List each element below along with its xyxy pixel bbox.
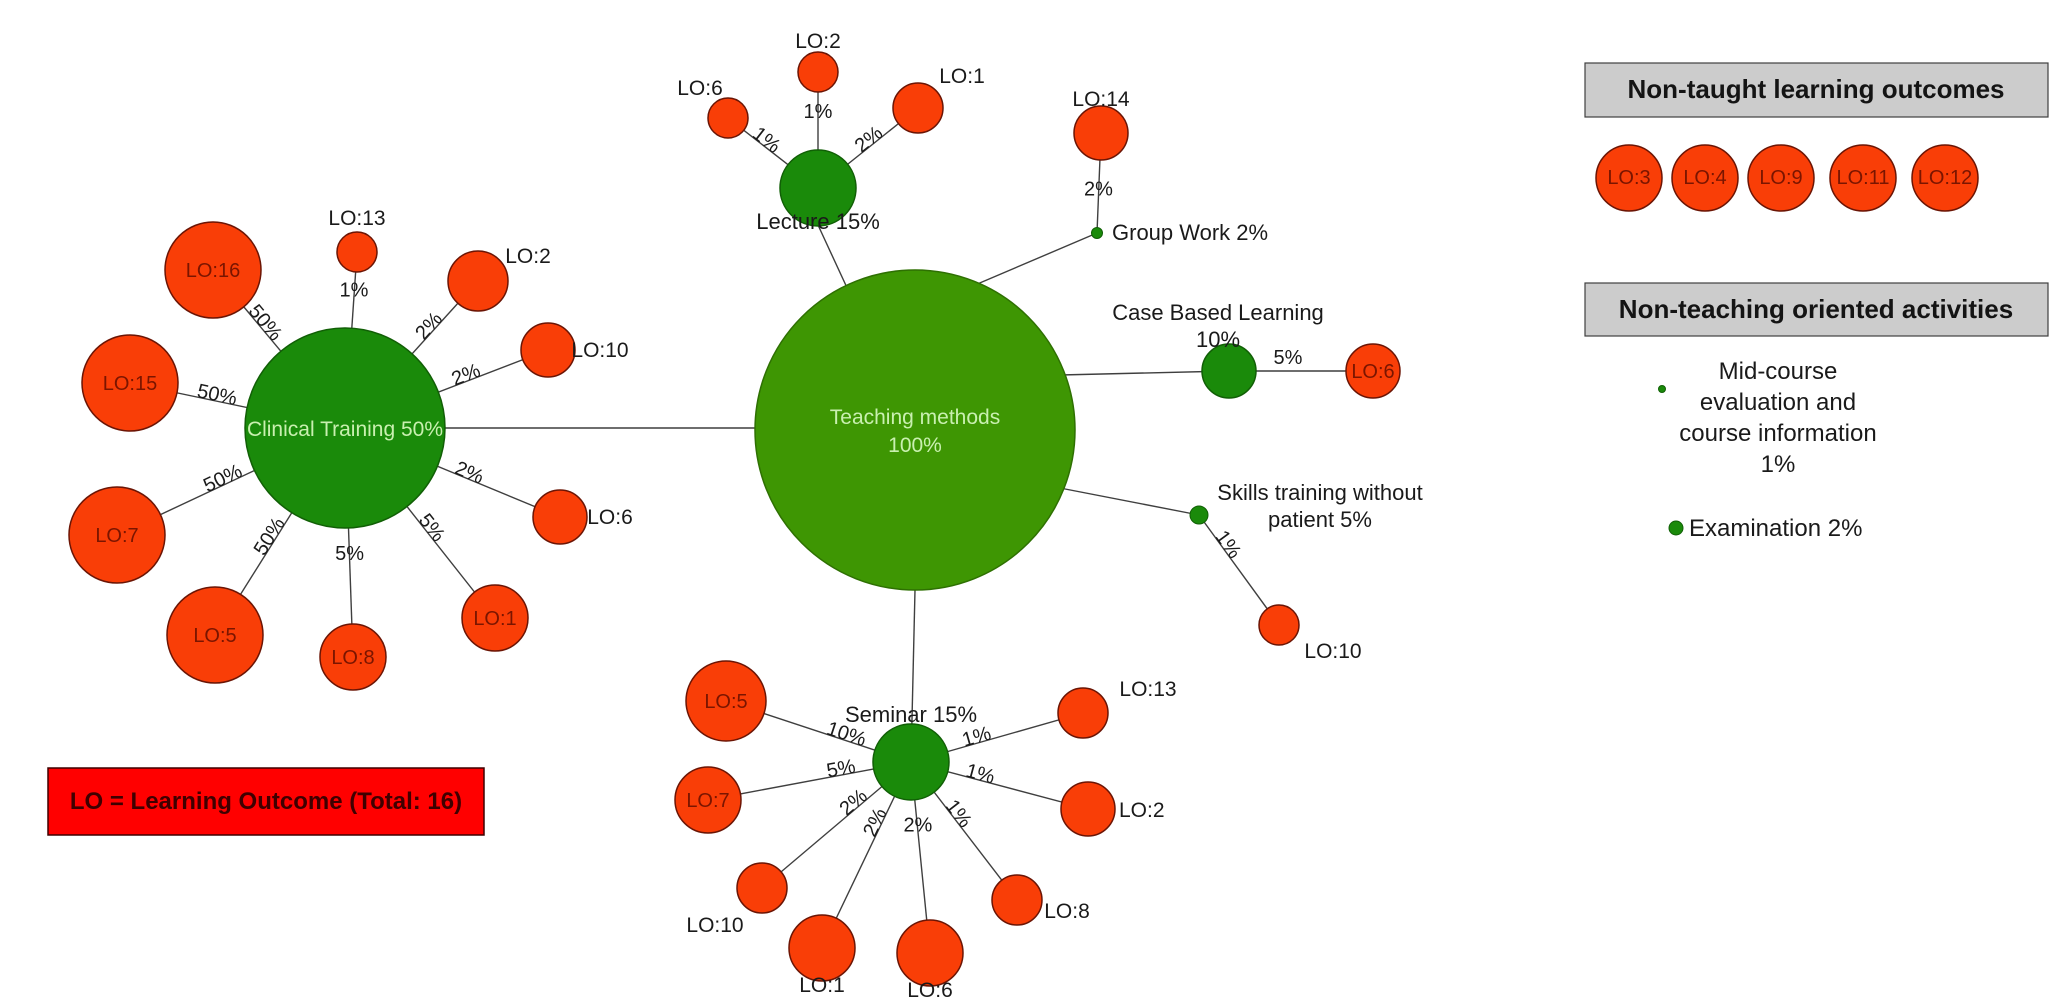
svg-text:5%: 5% [335, 543, 364, 565]
svg-text:LO:6: LO:6 [1351, 361, 1394, 383]
svg-text:2%: 2% [851, 122, 887, 157]
svg-text:100%: 100% [888, 434, 942, 457]
svg-text:LO:13: LO:13 [328, 207, 385, 230]
svg-text:2%: 2% [411, 308, 447, 344]
svg-text:LO:8: LO:8 [331, 647, 374, 669]
svg-text:50%: 50% [250, 514, 290, 560]
svg-text:LO:16: LO:16 [186, 260, 240, 282]
svg-text:Case Based Learning: Case Based Learning [1112, 300, 1324, 325]
svg-text:1%: 1% [748, 123, 784, 158]
svg-text:LO:1: LO:1 [473, 608, 516, 630]
svg-text:LO:7: LO:7 [686, 790, 729, 812]
svg-text:LO:1: LO:1 [939, 65, 985, 88]
svg-text:1%: 1% [1211, 527, 1246, 563]
svg-text:Group Work 2%: Group Work 2% [1112, 220, 1268, 245]
svg-text:LO:10: LO:10 [686, 914, 743, 937]
svg-text:LO:11: LO:11 [1837, 167, 1890, 189]
svg-text:LO:9: LO:9 [1759, 167, 1802, 189]
svg-text:LO:6: LO:6 [677, 77, 723, 100]
svg-text:5%: 5% [414, 510, 449, 546]
svg-text:LO:2: LO:2 [1119, 799, 1165, 822]
svg-text:Examination 2%: Examination 2% [1689, 515, 1862, 542]
svg-text:50%: 50% [244, 300, 287, 345]
svg-text:LO:6: LO:6 [587, 506, 633, 529]
svg-text:LO = Learning Outcome (Total:: LO = Learning Outcome (Total: 16) [70, 788, 462, 815]
svg-text:2%: 2% [449, 360, 484, 391]
svg-text:LO:2: LO:2 [795, 30, 841, 53]
svg-text:LO:15: LO:15 [103, 373, 157, 395]
svg-text:2%: 2% [903, 815, 932, 837]
svg-text:Seminar 15%: Seminar 15% [845, 702, 977, 727]
svg-text:10%: 10% [1196, 327, 1240, 352]
svg-text:Non-teaching oriented activiti: Non-teaching oriented activities [1619, 294, 2013, 324]
svg-text:1%: 1% [963, 760, 997, 789]
svg-text:LO:5: LO:5 [193, 625, 236, 647]
svg-text:LO:4: LO:4 [1683, 167, 1726, 189]
svg-text:LO:7: LO:7 [95, 525, 138, 547]
svg-text:LO:10: LO:10 [571, 339, 628, 362]
svg-text:Clinical Training 50%: Clinical Training 50% [247, 418, 443, 441]
svg-text:50%: 50% [195, 380, 239, 410]
svg-text:1%: 1% [804, 101, 833, 123]
svg-text:LO:14: LO:14 [1072, 88, 1130, 111]
svg-text:evaluation and: evaluation and [1700, 389, 1856, 416]
svg-text:LO:12: LO:12 [1918, 167, 1972, 189]
svg-text:2%: 2% [859, 805, 891, 841]
svg-text:Non-taught learning outcomes: Non-taught learning outcomes [1628, 74, 2005, 104]
svg-text:patient 5%: patient 5% [1268, 507, 1372, 532]
svg-text:1%: 1% [1761, 451, 1796, 478]
svg-text:Lecture 15%: Lecture 15% [756, 209, 880, 234]
svg-text:5%: 5% [825, 755, 858, 782]
svg-text:Skills training without: Skills training without [1217, 480, 1422, 505]
svg-text:5%: 5% [1274, 347, 1303, 369]
svg-text:LO:8: LO:8 [1044, 900, 1090, 923]
svg-text:50%: 50% [200, 460, 246, 497]
svg-text:1%: 1% [340, 279, 369, 301]
svg-text:LO:3: LO:3 [1607, 167, 1650, 189]
svg-text:LO:13: LO:13 [1119, 678, 1176, 701]
svg-text:LO:1: LO:1 [799, 974, 845, 997]
svg-text:LO:2: LO:2 [505, 245, 551, 268]
svg-text:LO:5: LO:5 [704, 691, 747, 713]
svg-text:Mid-course: Mid-course [1719, 358, 1838, 385]
svg-text:LO:6: LO:6 [907, 979, 953, 1001]
svg-text:LO:10: LO:10 [1304, 640, 1361, 663]
svg-text:1%: 1% [941, 796, 976, 832]
svg-text:2%: 2% [1084, 179, 1113, 201]
svg-text:course information: course information [1679, 420, 1876, 447]
svg-text:Teaching methods: Teaching methods [830, 406, 1000, 429]
